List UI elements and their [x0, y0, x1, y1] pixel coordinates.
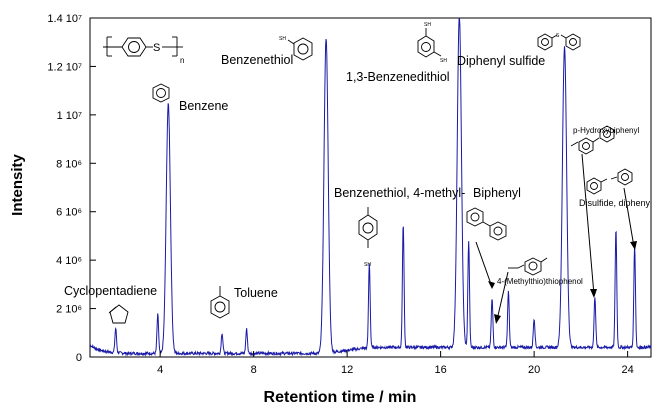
hydroxybiphenyl-structure — [570, 125, 615, 155]
cyclopentadiene-structure — [108, 304, 129, 324]
x-tick-label: 16 — [435, 364, 447, 376]
x-tick-label: 4 — [157, 364, 163, 376]
toluene-structure — [210, 286, 230, 319]
label-methylbenzenethiol: Benzenethiol, 4-methyl- — [334, 186, 465, 200]
benzenedithiol-structure: SH SH — [417, 22, 447, 64]
chromatogram-trace — [89, 17, 652, 357]
benzene-structure — [152, 83, 170, 103]
label-hydroxybiphenyl: p-Hydroxybiphenyl — [573, 126, 639, 135]
svg-text:n: n — [180, 56, 184, 65]
svg-text:SH: SH — [364, 262, 371, 268]
x-tick-label: 20 — [528, 364, 540, 376]
y-axis-title: Intensity — [9, 154, 26, 216]
svg-text:SH: SH — [279, 36, 286, 42]
label-biphenyl: Biphenyl — [473, 186, 521, 200]
y-tick-label: 8 10⁶ — [56, 158, 82, 170]
label-benzene: Benzene — [179, 99, 228, 113]
diphenyl-sulfide-structure: S — [537, 33, 581, 51]
y-tick-label: 1.4 10⁷ — [47, 13, 82, 25]
label-diphenyl-disulfide: Disulfide, diphenyl — [579, 198, 652, 208]
y-tick-label: 1.2 10⁷ — [47, 61, 82, 73]
benzenethiol-structure: SH — [279, 36, 313, 61]
label-methylthio-thiophenol: 4-(Methylthio)thiophenol — [497, 277, 583, 286]
x-tick-label: 8 — [251, 364, 257, 376]
plot-frame — [89, 17, 652, 358]
svg-text:SH: SH — [424, 22, 431, 28]
x-axis-ticks: 4 8 12 16 20 24 — [157, 351, 634, 376]
y-tick-label: 4 10⁶ — [56, 255, 82, 267]
polymer-structure: S n — [103, 36, 184, 65]
label-benzenethiol: Benzenethiol — [221, 53, 293, 67]
svg-text:SH: SH — [440, 58, 447, 64]
label-cyclopentadiene: Cyclopentadiene — [64, 284, 157, 298]
label-benzenedithiol: 1,3-Benzenedithiol — [346, 70, 450, 84]
x-tick-label: 24 — [622, 364, 634, 376]
annotation-arrows — [475, 153, 637, 324]
label-toluene: Toluene — [234, 286, 278, 300]
y-tick-label: 2 10⁶ — [56, 304, 82, 316]
methylthio-thiophenol-structure — [508, 257, 548, 276]
y-tick-label: 0 — [76, 352, 82, 364]
diphenyl-disulfide-structure — [586, 168, 633, 195]
svg-text:S: S — [153, 42, 160, 54]
y-axis-ticks: 0 2 10⁶ 4 10⁶ 6 10⁶ 8 10⁶ 1 10⁷ 1.2 10⁷ 1.4 10⁷ — [47, 13, 96, 364]
methylbenzenethiol-structure: SH — [358, 207, 378, 268]
y-tick-label: 1 10⁷ — [57, 110, 82, 122]
svg-text:S: S — [556, 33, 560, 39]
x-tick-label: 12 — [341, 364, 353, 376]
biphenyl-structure — [466, 207, 507, 241]
label-diphenyl-sulfide: Diphenyl sulfide — [457, 54, 545, 68]
x-axis-title: Retention time / min — [264, 389, 417, 406]
y-tick-label: 6 10⁶ — [56, 207, 82, 219]
